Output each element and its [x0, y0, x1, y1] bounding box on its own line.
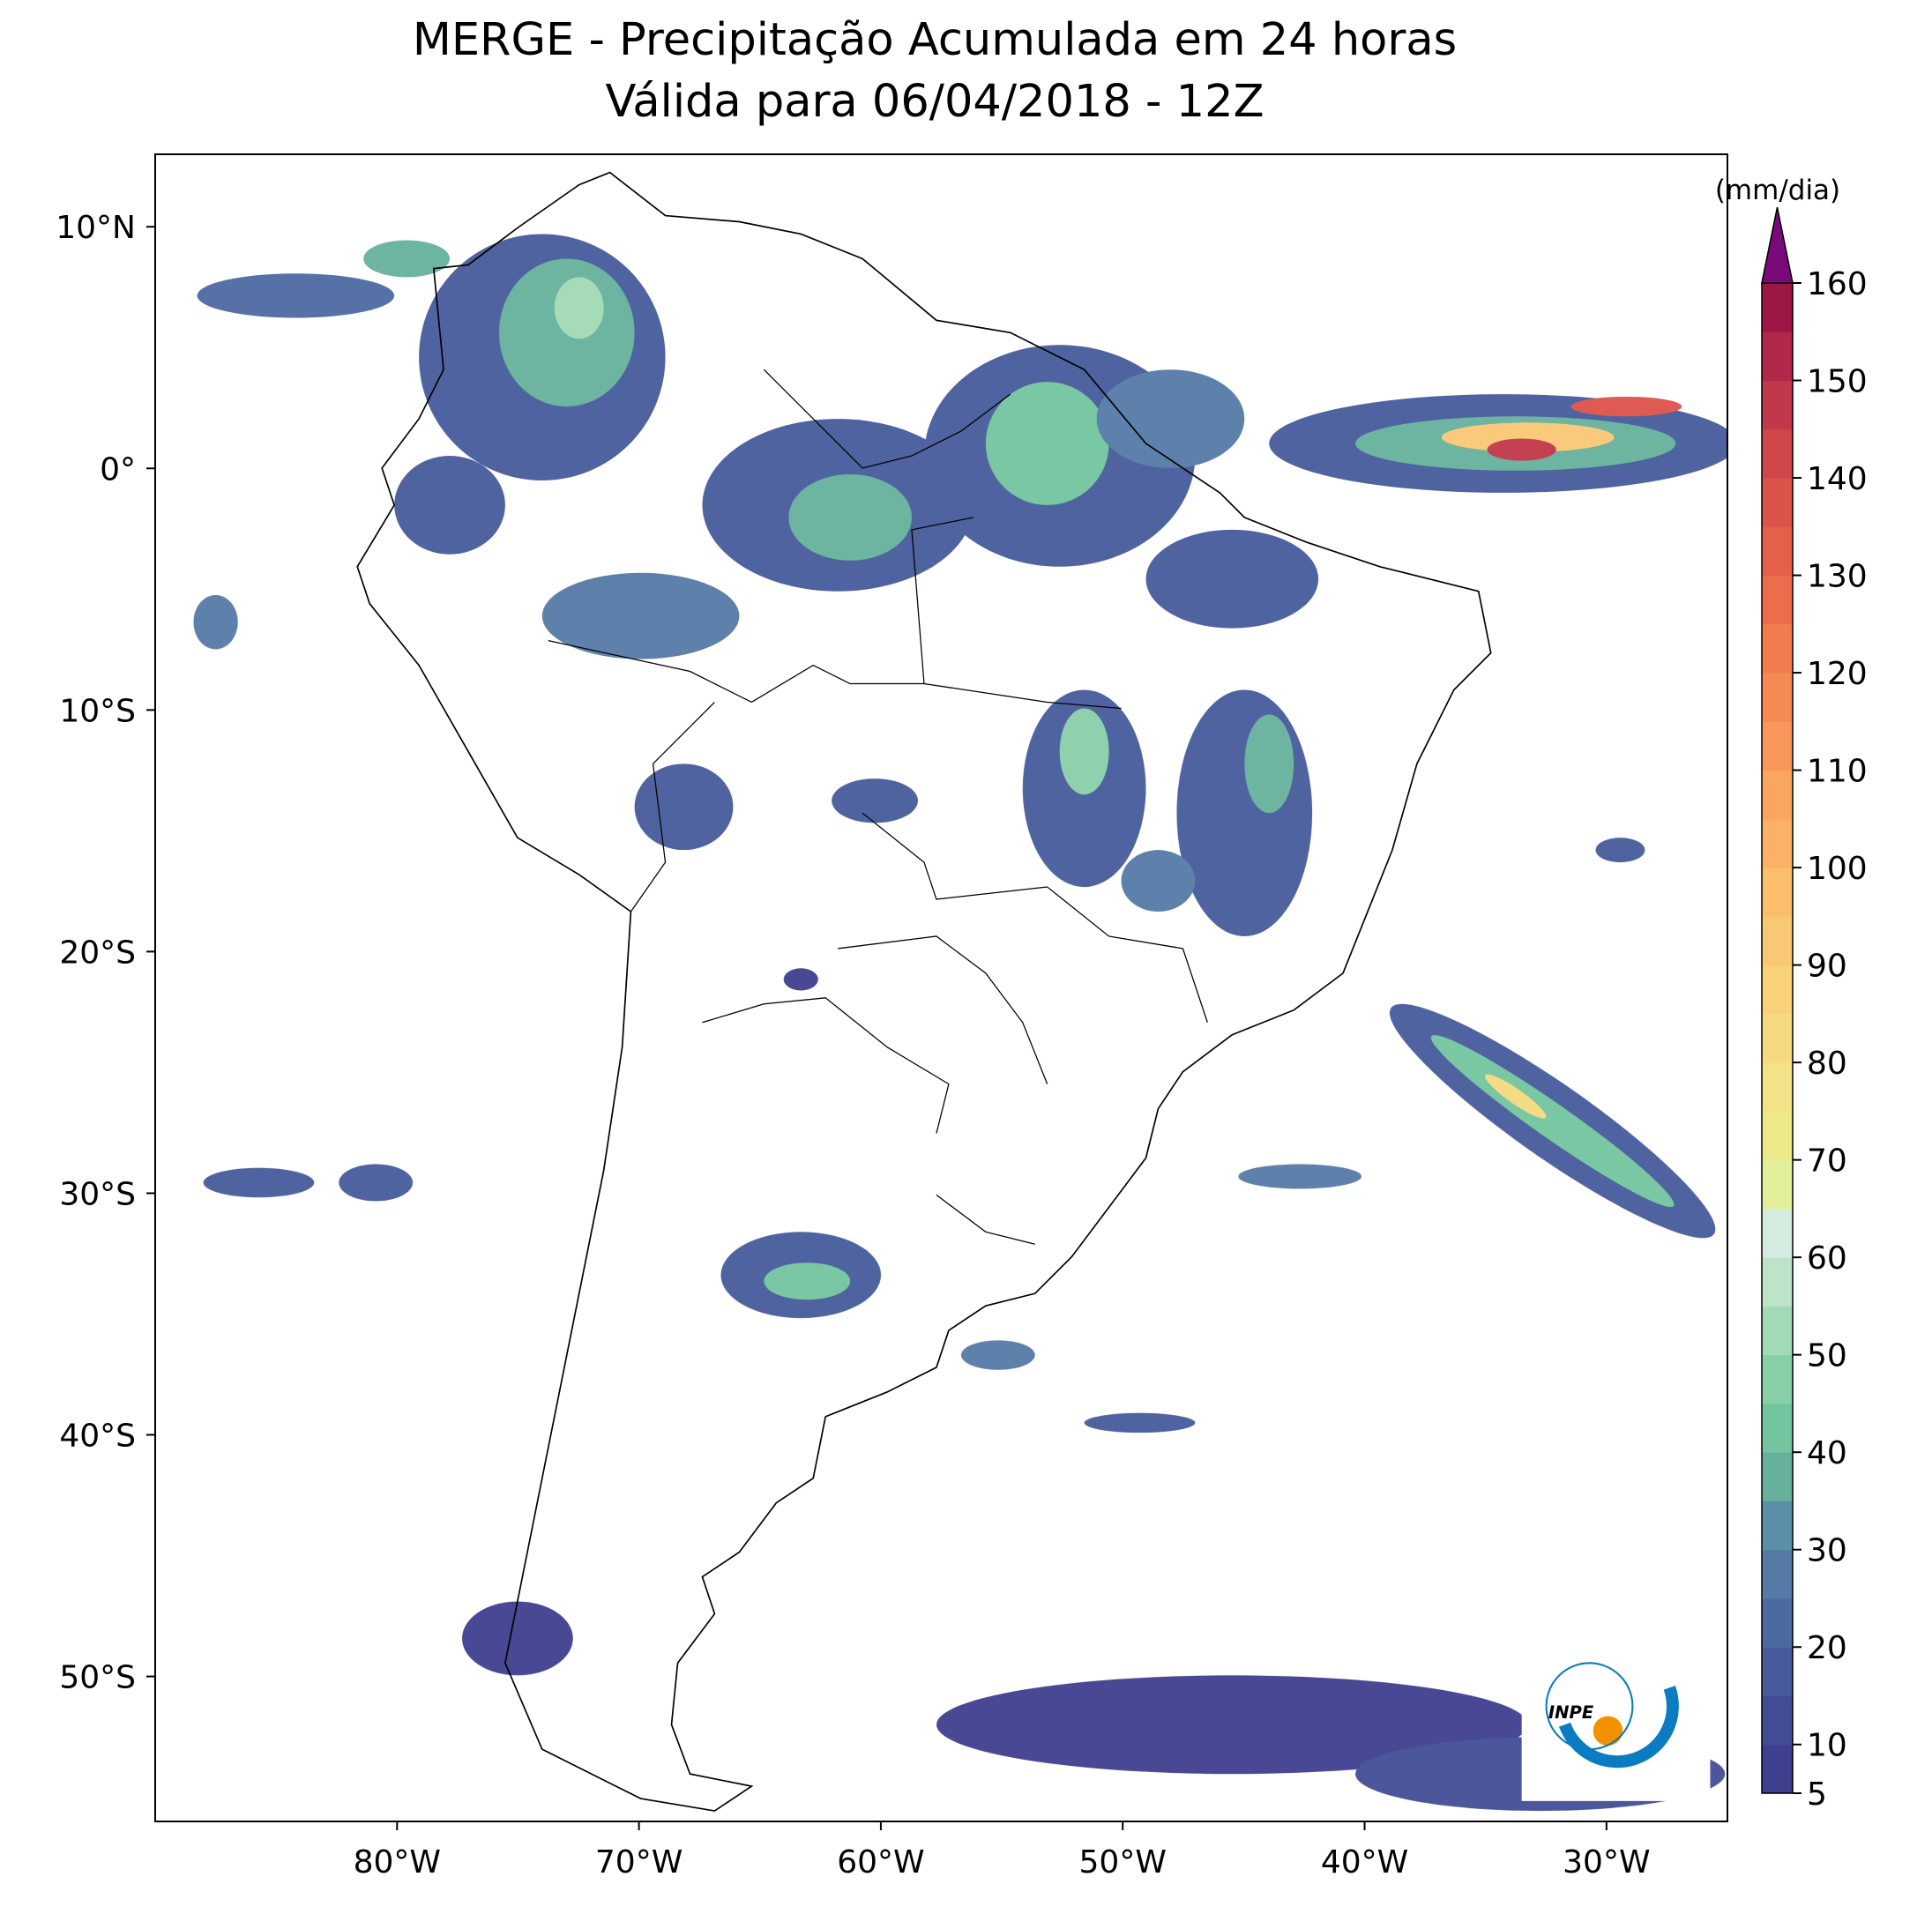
- colorbar-band: [1762, 575, 1793, 625]
- colorbar-band: [1762, 1744, 1793, 1794]
- borders: [548, 369, 1208, 1245]
- logo-swoosh: [1558, 1685, 1679, 1769]
- colorbar-band: [1762, 1062, 1793, 1112]
- colorbar-tick-label: 80: [1807, 1046, 1847, 1082]
- colorbar-band: [1762, 1306, 1793, 1356]
- subtitle: Válida para 06/04/2018 - 12Z: [605, 76, 1264, 128]
- x-tick-label: 70°W: [595, 1844, 683, 1880]
- colorbar-band: [1762, 1647, 1793, 1696]
- colorbar-band: [1762, 1549, 1793, 1599]
- colorbar-tick-label: 20: [1807, 1630, 1847, 1666]
- y-tick-label: 20°S: [59, 935, 136, 971]
- y-tick-label: 40°S: [59, 1419, 136, 1455]
- colorbar-tick-label: 60: [1807, 1240, 1847, 1277]
- colorbar-tick-label: 5: [1807, 1776, 1827, 1813]
- colorbar-tick-label: 30: [1807, 1533, 1847, 1569]
- colorbar-band: [1762, 1159, 1793, 1210]
- colorbar-band: [1762, 1501, 1793, 1551]
- x-tick-label: 30°W: [1563, 1844, 1650, 1880]
- colorbar-band: [1762, 1695, 1793, 1746]
- colorbar-tick-label: 150: [1807, 364, 1868, 400]
- colorbar-tick-label: 140: [1807, 461, 1868, 497]
- colorbar-band: [1762, 1452, 1793, 1501]
- map-frame: [154, 153, 1728, 1822]
- logo-ring: [1545, 1662, 1634, 1751]
- colorbar-band: [1762, 331, 1793, 382]
- colorbar-tick-label: 130: [1807, 559, 1868, 595]
- map-area: INPE: [193, 171, 1728, 1812]
- colorbar-band: [1762, 770, 1793, 820]
- title: MERGE - Precipitação Acumulada em 24 hor…: [413, 14, 1457, 66]
- colorbar-tick-label: 50: [1807, 1338, 1847, 1374]
- colorbar-extend: [1761, 206, 1794, 284]
- x-tick-label: 50°W: [1079, 1844, 1167, 1880]
- colorbar-band: [1762, 283, 1793, 332]
- x-tick-label: 60°W: [837, 1844, 924, 1880]
- x-tick-label: 40°W: [1321, 1844, 1408, 1880]
- precip-field: [193, 234, 1728, 1812]
- colorbar-tick-label: 10: [1807, 1728, 1847, 1764]
- colorbar-band: [1762, 428, 1793, 479]
- colorbar-band: [1762, 623, 1793, 674]
- colorbar-band: [1762, 478, 1793, 527]
- colorbar-tick-label: 90: [1807, 949, 1847, 985]
- colorbar-band: [1762, 721, 1793, 771]
- colorbar-band: [1762, 1403, 1793, 1453]
- y-tick-label: 10°N: [56, 210, 136, 246]
- y-tick-label: 50°S: [59, 1660, 136, 1696]
- colorbar-band: [1762, 1208, 1793, 1258]
- colorbar-label: (mm/dia): [1715, 175, 1840, 206]
- logo-dot: [1593, 1716, 1623, 1746]
- y-tick-label: 0°: [100, 451, 136, 488]
- y-tick-label: 30°S: [59, 1176, 136, 1212]
- colorbar-band: [1762, 868, 1793, 917]
- colorbar-tick-label: 160: [1807, 266, 1868, 302]
- colorbar-band: [1762, 1354, 1793, 1404]
- colorbar: 5 10 20 30 40 50 60 70 80 90 100 110 120 130 140 150 160: [1761, 206, 1868, 1813]
- colorbar-tick-label: 120: [1807, 656, 1868, 692]
- colorbar-band: [1762, 526, 1793, 577]
- colorbar-band: [1762, 1111, 1793, 1161]
- colorbar-tick-label: 70: [1807, 1143, 1847, 1180]
- x-tick-label: 80°W: [354, 1844, 441, 1880]
- colorbar-band: [1762, 380, 1793, 430]
- colorbar-band: [1762, 1597, 1793, 1648]
- colorbar-band: [1762, 818, 1793, 868]
- colorbar-tick-label: 40: [1807, 1435, 1847, 1471]
- colorbar-band: [1762, 916, 1793, 966]
- colorbar-outline: [1761, 283, 1794, 1794]
- colorbar-band: [1762, 673, 1793, 722]
- colorbar-band: [1762, 1257, 1793, 1307]
- logo-text: INPE: [1548, 1702, 1594, 1723]
- colorbar-band: [1762, 964, 1793, 1015]
- colorbar-band: [1762, 1013, 1793, 1063]
- colorbar-tick-label: 100: [1807, 851, 1868, 887]
- y-tick-label: 10°S: [59, 693, 136, 729]
- colorbar-tick-label: 110: [1807, 754, 1868, 790]
